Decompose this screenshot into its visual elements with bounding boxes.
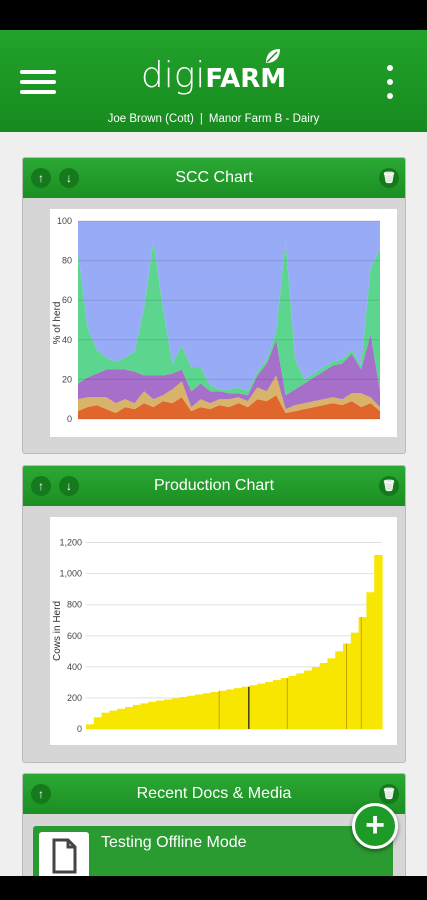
bar <box>327 658 336 729</box>
bar <box>374 554 383 729</box>
y-tick-label: 60 <box>62 295 72 305</box>
trash-icon[interactable]: 🗑 <box>379 168 399 188</box>
y-tick-label: 0 <box>67 414 72 424</box>
bar <box>86 724 95 729</box>
bar <box>195 694 204 729</box>
bar <box>366 592 375 729</box>
card-header: ↑ Recent Docs & Media 🗑 <box>23 774 405 814</box>
y-axis-label: % of herd <box>52 302 63 345</box>
trash-icon[interactable]: 🗑 <box>379 784 399 804</box>
farm-context[interactable]: Joe Brown (Cott) | Manor Farm B - Dairy <box>0 113 427 125</box>
y-tick-label: 100 <box>57 216 72 226</box>
leaf-icon <box>266 49 281 63</box>
bar <box>234 688 243 729</box>
trash-icon[interactable]: 🗑 <box>379 476 399 496</box>
bar <box>343 643 352 729</box>
bar <box>288 675 297 729</box>
bar <box>249 685 258 729</box>
y-tick-label: 400 <box>67 662 82 672</box>
arrow-down-icon[interactable]: ↓ <box>59 476 79 496</box>
y-tick-label: 600 <box>67 631 82 641</box>
more-options-icon[interactable] <box>382 63 398 103</box>
bar <box>335 651 344 729</box>
y-tick-label: 1,000 <box>59 569 82 579</box>
add-button[interactable]: + <box>352 803 398 849</box>
area-series-3 <box>78 333 380 410</box>
bar <box>319 662 329 729</box>
bar <box>117 708 126 729</box>
bar <box>218 690 227 729</box>
scc-chart-svg: 0 20 40 60 80 100 % of herd <box>52 216 380 424</box>
bar <box>148 701 157 729</box>
bar <box>304 670 313 729</box>
bar <box>257 683 266 729</box>
y-tick-label: 0 <box>77 724 82 734</box>
arrow-up-icon[interactable]: ↑ <box>31 168 51 188</box>
bar <box>311 667 321 729</box>
production-chart-svg: 0 200 400 600 800 1,000 1,200 Cows in Herd <box>52 527 383 734</box>
y-tick-label: 1,200 <box>59 538 82 548</box>
farm-name: Manor Farm B - Dairy <box>208 113 320 125</box>
recent-docs-card: ↑ Recent Docs & Media 🗑 Testing Offline … <box>22 773 406 876</box>
app-header: digiFARM Joe Brown (Cott) | Manor Farm B -… <box>0 30 427 132</box>
y-tick-label: 20 <box>62 374 72 384</box>
scc-chart: 0 20 40 60 80 100 % of herd <box>50 209 397 437</box>
arrow-up-icon[interactable]: ↑ <box>31 476 51 496</box>
bar <box>272 680 282 729</box>
area-series-2 <box>78 375 380 414</box>
scc-chart-card: ↑ ↓ SCC Chart 🗑 0 20 40 60 80 100 % of herd <box>22 157 406 454</box>
area-series-5 <box>78 221 380 392</box>
bar <box>156 700 165 729</box>
area-series-4 <box>78 240 380 396</box>
bar <box>296 673 305 729</box>
context-separator: | <box>199 113 203 125</box>
card-title: Production Chart <box>153 477 275 494</box>
bar <box>265 681 274 729</box>
y-tick-label: 80 <box>62 256 72 266</box>
bar <box>210 692 220 729</box>
y-tick-label: 200 <box>67 693 82 703</box>
arrow-up-icon[interactable]: ↑ <box>31 784 51 804</box>
bar <box>124 706 134 729</box>
app-screen: digiFARM Joe Brown (Cott) | Manor Farm B -… <box>0 30 427 876</box>
logo-farm: FARM <box>205 64 287 94</box>
bar <box>187 695 196 729</box>
bar <box>132 704 142 729</box>
bar <box>202 693 212 729</box>
bar <box>140 703 149 729</box>
logo-digi: digi <box>140 55 206 96</box>
digifarm-logo: digiFARM <box>0 49 427 105</box>
doc-item[interactable]: Testing Offline Mode <box>33 826 393 876</box>
bar <box>358 617 368 729</box>
bar <box>93 717 103 729</box>
y-axis-label: Cows in Herd <box>52 601 63 661</box>
card-title: Recent Docs & Media <box>136 785 292 802</box>
bar <box>226 689 235 729</box>
user-name: Joe Brown (Cott) <box>107 113 194 125</box>
bar <box>241 686 251 729</box>
bar <box>163 699 173 729</box>
bar <box>179 696 188 729</box>
bar <box>109 710 118 729</box>
bar <box>171 698 181 729</box>
bar <box>101 712 110 729</box>
bar <box>350 632 360 729</box>
document-icon <box>39 832 89 876</box>
y-tick-label: 800 <box>67 600 82 610</box>
doc-title: Testing Offline Mode <box>101 834 247 851</box>
card-header: ↑ ↓ SCC Chart 🗑 <box>23 158 405 198</box>
card-header: ↑ ↓ Production Chart 🗑 <box>23 466 405 506</box>
card-title: SCC Chart <box>175 169 253 186</box>
y-tick-label: 40 <box>62 335 72 345</box>
bar <box>280 678 290 729</box>
hamburger-menu-icon[interactable] <box>20 68 56 96</box>
plus-icon: + <box>365 806 385 844</box>
arrow-down-icon[interactable]: ↓ <box>59 168 79 188</box>
production-chart: 0 200 400 600 800 1,000 1,200 Cows in Herd <box>50 517 397 745</box>
production-chart-card: ↑ ↓ Production Chart 🗑 0 200 400 600 800 1,00… <box>22 465 406 763</box>
